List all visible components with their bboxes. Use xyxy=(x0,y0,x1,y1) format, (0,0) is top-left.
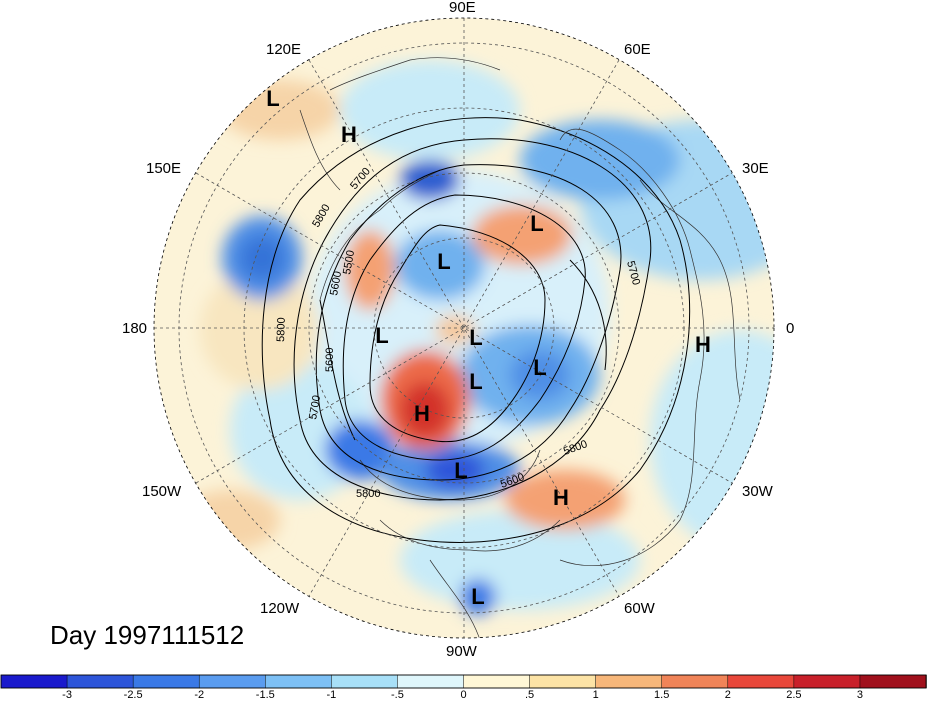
low-center: L xyxy=(437,249,451,274)
contour-label: 5600 xyxy=(324,348,336,372)
lon-label-150w: 150W xyxy=(142,483,182,500)
colorbar-box xyxy=(529,674,597,689)
colorbar-box xyxy=(727,674,795,689)
day-label: Day 1997111512 xyxy=(50,620,245,650)
contour-label: 5700 xyxy=(307,394,323,420)
map-boundary xyxy=(153,17,775,639)
coastlines xyxy=(299,57,741,638)
height-contours xyxy=(261,117,691,543)
colorbar-tick-label: .5 xyxy=(524,689,535,701)
low-center: L xyxy=(469,369,483,394)
contour-labels: 5700 5800 5500 5600 5800 5600 5700 5800 … xyxy=(275,165,642,500)
lon-label-90w: 90W xyxy=(446,643,477,660)
contour-label: 5500 xyxy=(341,249,357,275)
colorbar-tick-label: -3 xyxy=(62,689,72,701)
lon-label-60e: 60E xyxy=(624,41,651,58)
colorbar-tick-label: 3 xyxy=(856,689,863,701)
colorbar-tick-label: -1.5 xyxy=(255,689,275,701)
low-center: L xyxy=(266,86,280,111)
high-center: H xyxy=(553,485,569,510)
low-center: L xyxy=(471,584,485,609)
colorbar-tick-label: 2.5 xyxy=(786,689,802,701)
lon-label-30e: 30E xyxy=(742,160,769,177)
colorbar-box xyxy=(793,674,861,689)
graticule xyxy=(154,18,774,638)
lon-label-90e: 90E xyxy=(449,0,476,16)
colorbar-box xyxy=(0,674,68,689)
colorbar-box xyxy=(661,674,729,689)
colorbar-tick-label: -2.5 xyxy=(123,689,143,701)
contour-label: 5800 xyxy=(275,317,288,342)
high-center: H xyxy=(341,122,357,147)
colorbar-box xyxy=(595,674,663,689)
colorbar-tick-label: 1 xyxy=(592,689,599,701)
colorbar-tick-label: 2 xyxy=(724,689,731,701)
colorbar-tick-label: -2 xyxy=(194,689,205,701)
lon-label-180: 180 xyxy=(122,320,148,337)
low-center: L xyxy=(533,355,547,380)
lon-label-30w: 30W xyxy=(742,483,773,500)
colorbar-tick-label: 1.5 xyxy=(654,689,670,701)
colorbar-tick-label: -.5 xyxy=(391,689,404,701)
low-center: L xyxy=(375,323,389,348)
contour-label: 5600 xyxy=(328,270,344,296)
low-center: L xyxy=(469,325,483,350)
lon-label-150e: 150E xyxy=(146,160,182,177)
low-center: L xyxy=(454,458,468,483)
lon-label-120w: 120W xyxy=(260,600,300,617)
colorbar xyxy=(0,674,927,689)
low-center: L xyxy=(530,211,544,236)
colorbar-box xyxy=(66,674,134,689)
colorbar-tick-label: 0 xyxy=(460,689,467,701)
lon-label-120e: 120E xyxy=(266,41,302,58)
colorbar-box xyxy=(463,674,531,689)
colorbar-box xyxy=(859,674,927,689)
contour-label: 5800 xyxy=(356,488,380,500)
colorbar-box xyxy=(265,674,333,689)
colorbar-box xyxy=(397,674,465,689)
high-center: H xyxy=(414,401,430,426)
lon-label-60w: 60W xyxy=(624,600,655,617)
colorbar-box xyxy=(198,674,267,689)
colorbar-box xyxy=(331,674,399,689)
high-center: H xyxy=(695,332,711,357)
lon-label-0: 0 xyxy=(786,320,795,337)
colorbar-box xyxy=(132,674,200,689)
colorbar-tick-label: -1 xyxy=(326,689,337,701)
